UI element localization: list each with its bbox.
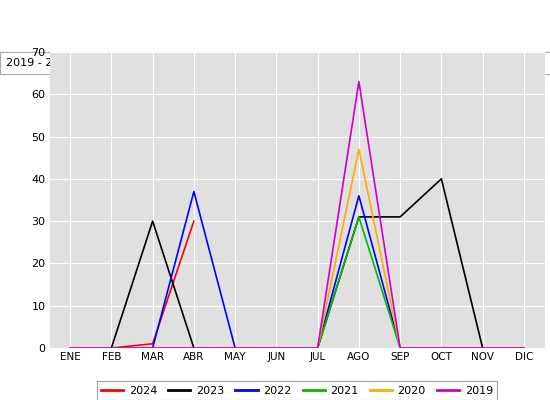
- Legend: 2024, 2023, 2022, 2021, 2020, 2019: 2024, 2023, 2022, 2021, 2020, 2019: [97, 382, 497, 400]
- Text: 2019 - 2024: 2019 - 2024: [6, 58, 73, 68]
- Text: http://www.foro-ciudad.com: http://www.foro-ciudad.com: [389, 58, 544, 68]
- Text: Evolucion Nº Turistas Extranjeros en el municipio de Destriana: Evolucion Nº Turistas Extranjeros en el …: [40, 30, 510, 44]
